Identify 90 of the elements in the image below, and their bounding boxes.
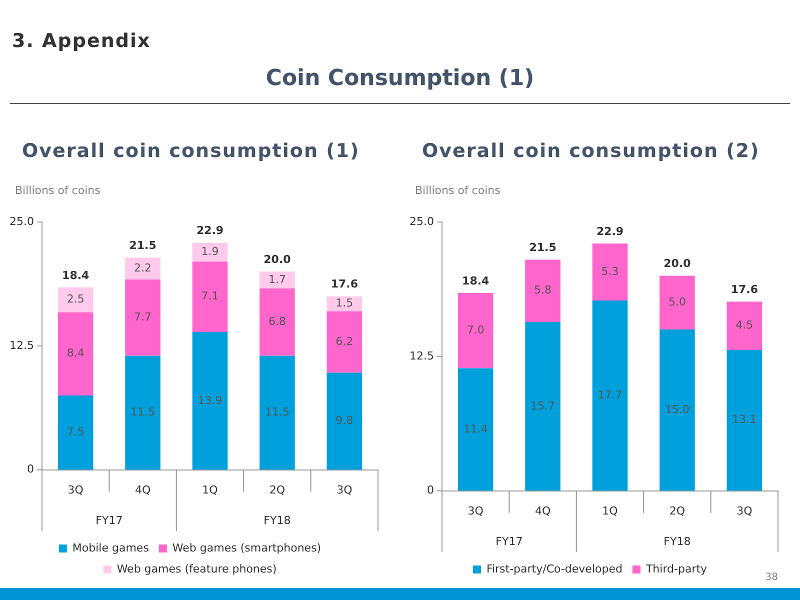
total-label: 18.4 — [462, 274, 490, 288]
bar — [326, 311, 362, 373]
text: FY18 — [264, 514, 291, 527]
y-tick-label: 25.0 — [10, 214, 34, 228]
y-axis-title: Billions of coins — [14, 184, 102, 199]
x-tick-label: 1Q — [202, 483, 218, 496]
text: Coin Consumption (1) — [264, 66, 536, 91]
text: 38 — [765, 572, 778, 583]
data-label: 13.9 — [198, 394, 222, 407]
x-tick-label: 1Q — [602, 504, 618, 518]
legend-label: Third-party — [644, 562, 708, 576]
x-tick-label: 4Q — [534, 504, 551, 518]
legend-label: First-party/Co-developed — [486, 562, 622, 576]
data-label: 7.0 — [466, 323, 484, 336]
data-label: 6.8 — [268, 314, 286, 328]
bar — [726, 302, 762, 350]
legend-label: Web games (smartphones) — [172, 541, 322, 554]
bar — [58, 312, 94, 396]
data-label: 5.0 — [668, 296, 686, 308]
bar — [125, 356, 160, 470]
data-label: 11.5 — [264, 406, 290, 419]
bar — [592, 300, 628, 491]
bar — [125, 279, 160, 356]
total-label: 18.4 — [62, 268, 90, 282]
x-tick-label: 2Q — [669, 504, 686, 518]
bar — [660, 330, 695, 491]
y-tick-label: 25.0 — [410, 214, 434, 228]
data-label: 9.8 — [336, 414, 354, 428]
chart-title: Overall coin consumption (2) — [421, 140, 761, 164]
total-label: 20.0 — [664, 257, 692, 270]
bar — [525, 322, 560, 491]
y-tick-label: 12.5 — [410, 349, 434, 362]
bar — [58, 287, 94, 312]
x-tick-label: 3Q — [336, 483, 353, 496]
total-label: 17.6 — [330, 278, 358, 291]
x-tick-label: 4Q — [134, 483, 151, 496]
data-label: 11.5 — [130, 406, 156, 419]
data-label: 15.0 — [664, 403, 690, 416]
x-tick-label: 2Q — [269, 483, 286, 496]
data-label: 7.7 — [134, 310, 152, 324]
bar — [192, 332, 228, 470]
text: FY18 — [664, 534, 691, 548]
bar — [326, 372, 362, 470]
data-label: 4.5 — [736, 318, 754, 332]
x-tick-label: 3Q — [468, 504, 484, 518]
chart-title: Overall coin consumption (1) — [21, 140, 361, 164]
total-label: 21.5 — [129, 239, 156, 252]
total-label: 21.5 — [529, 240, 556, 254]
bar — [458, 292, 494, 368]
x-tick-label: 3Q — [68, 483, 84, 496]
legend-label: Mobile games — [72, 541, 150, 554]
data-label: 2.5 — [66, 292, 84, 306]
data-label: 6.2 — [336, 334, 354, 348]
data-label: 15.7 — [530, 399, 556, 412]
y-tick-label: 12.5 — [10, 338, 34, 352]
data-label: 13.1 — [732, 413, 757, 426]
data-label: 1.5 — [336, 296, 354, 310]
bar — [260, 356, 295, 470]
bar — [125, 258, 160, 280]
bar — [260, 288, 295, 356]
data-label: 8.4 — [66, 346, 84, 360]
bar — [726, 350, 762, 491]
data-label: 1.7 — [268, 272, 286, 286]
data-label: 7.5 — [66, 425, 84, 438]
bar — [660, 276, 695, 330]
data-label: 1.9 — [201, 245, 219, 258]
total-label: 22.9 — [596, 224, 624, 238]
y-axis-title: Billions of coins — [414, 184, 502, 199]
total-label: 22.9 — [196, 224, 224, 238]
data-label: 17.7 — [598, 388, 622, 402]
bar — [458, 368, 494, 491]
y-tick-label: 0 — [427, 484, 434, 497]
data-label: 5.3 — [601, 264, 619, 278]
legend-label: Web games (feature phones) — [116, 562, 277, 576]
data-label: 2.2 — [134, 261, 152, 274]
text: 3. Appendix — [12, 30, 151, 52]
data-label: 5.8 — [534, 284, 552, 297]
bar — [260, 272, 295, 288]
total-label: 17.6 — [730, 282, 758, 296]
bar — [592, 244, 628, 300]
x-tick-label: 3Q — [736, 504, 753, 518]
bar — [192, 262, 228, 332]
bar — [525, 260, 560, 322]
data-label: 11.4 — [463, 422, 488, 436]
text: FY17 — [496, 534, 523, 548]
data-label: 7.1 — [201, 290, 219, 303]
text: FY17 — [96, 514, 123, 527]
bar — [58, 395, 94, 470]
total-label: 20.0 — [264, 252, 292, 266]
y-tick-label: 0 — [27, 462, 34, 476]
